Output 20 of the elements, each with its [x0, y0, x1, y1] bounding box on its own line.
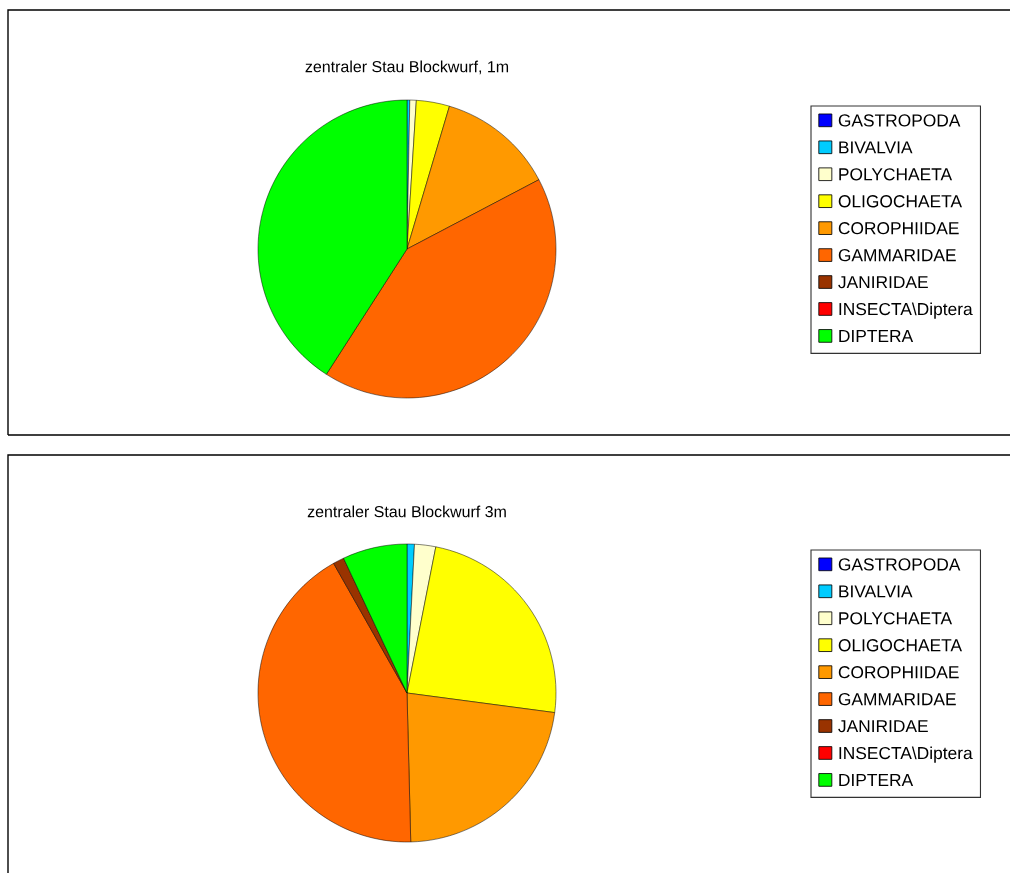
legend-label: COROPHIIDAE: [838, 666, 959, 679]
legend-label: OLIGOCHAETA: [838, 195, 963, 208]
legend-label: INSECTA\Diptera: [839, 746, 973, 763]
legend-label: GASTROPODA: [838, 558, 961, 571]
chart-title: zentraler Stau Blockwurf, 1m: [305, 60, 509, 75]
legend-label: BIVALVIA: [839, 141, 913, 154]
legend-label: GAMMARIDAE: [838, 249, 956, 262]
legend-label: COROPHIIDAE: [838, 222, 959, 235]
legend-label: JANIRIDAE: [838, 276, 928, 289]
legend-label: INSECTA\Diptera: [839, 302, 973, 319]
legend-label: GASTROPODA: [838, 114, 961, 127]
legend-label: POLYCHAETA: [839, 612, 953, 625]
legend-label: GAMMARIDAE: [838, 693, 956, 706]
chart-title: zentraler Stau Blockwurf 3m: [307, 505, 506, 518]
legend-label: POLYCHAETA: [839, 168, 953, 181]
legend-label: OLIGOCHAETA: [838, 639, 963, 652]
legend-label: BIVALVIA: [839, 585, 913, 598]
legend-label: DIPTERA: [839, 774, 914, 786]
legend-label: DIPTERA: [839, 330, 914, 342]
legend-label: JANIRIDAE: [838, 720, 928, 733]
